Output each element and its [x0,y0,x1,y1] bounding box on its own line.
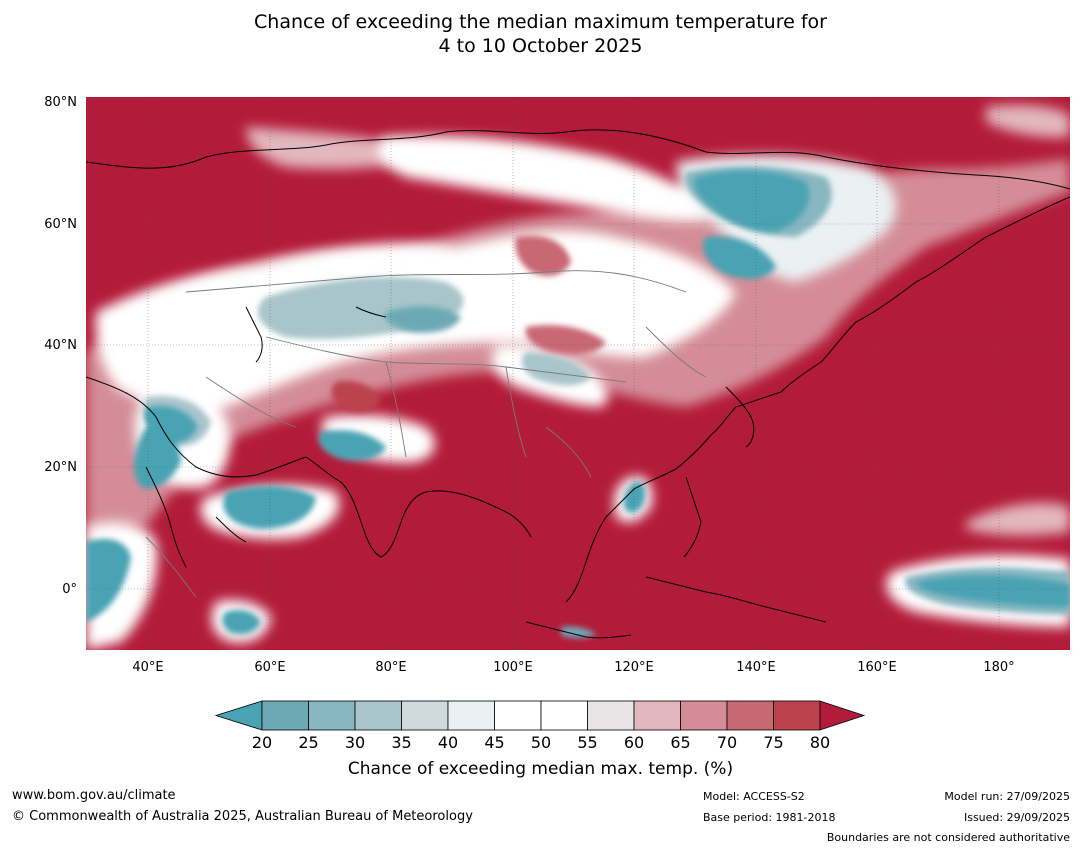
colorbar-segment [354,700,402,731]
colorbar-segment [308,700,356,731]
lon-label-120e: 120°E [614,660,654,675]
title-line-1: Chance of exceeding the median maximum t… [254,11,827,33]
colorbar-segment [401,700,449,731]
temperature-map [86,97,1070,650]
lon-label-180: 180° [983,660,1015,675]
lat-label-80n: 80°N [44,95,77,110]
lat-label-0: 0° [62,582,77,597]
lat-label-20n: 20°N [44,460,77,475]
footer-website-link[interactable]: www.bom.gov.au/climate [12,788,176,803]
colorbar-tick-label: 40 [437,733,459,752]
colorbar-tick-label: 50 [530,733,552,752]
colorbar-segment [261,700,309,731]
footer-model-run: Model run: 27/09/2025 [944,790,1070,803]
coastlines [86,129,1070,639]
lat-label-40n: 40°N [44,338,77,353]
colorbar-extend-low [214,700,263,731]
lon-label-160e: 160°E [857,660,897,675]
footer-disclaimer: Boundaries are not considered authoritat… [826,831,1070,844]
colorbar-segment [587,700,635,731]
colorbar-tick-label: 20 [251,733,273,752]
colorbar-tick-label: 65 [670,733,691,752]
colorbar-tick-label: 45 [484,733,505,752]
colorbar-extend-high [819,700,866,731]
colorbar-tick-label: 55 [577,733,598,752]
colorbar-label: Chance of exceeding median max. temp. (%… [347,759,734,779]
colorbar [214,700,866,731]
footer-model: Model: ACCESS-S2 [703,790,805,803]
chart-title: Chance of exceeding the median maximum t… [0,10,1081,58]
lon-label-60e: 60°E [254,660,286,675]
colorbar-tick-label: 35 [391,733,412,752]
map-svg [86,97,1070,650]
colorbar-segment [447,700,495,731]
colorbar-tick-label: 25 [298,733,319,752]
colorbar-tick-label: 75 [763,733,784,752]
colorbar-segment [633,700,681,731]
graticule [86,97,1070,650]
footer-copyright: © Commonwealth of Australia 2025, Austra… [12,809,473,824]
colorbar-segment [680,700,728,731]
colorbar-tick-label: 60 [623,733,645,752]
footer-issued: Issued: 29/09/2025 [963,811,1070,824]
below-median-teal-layer [86,170,1070,638]
colorbar-segment [726,700,774,731]
lon-label-100e: 100°E [493,660,533,675]
colorbar-segment [773,700,821,731]
lat-label-60n: 60°N [44,217,77,232]
colorbar-tick-label: 30 [344,733,366,752]
country-borders [145,270,707,598]
lon-label-80e: 80°E [375,660,407,675]
lon-label-40e: 40°E [132,660,164,675]
colorbar-segment [494,700,542,731]
colorbar-segments [214,700,866,731]
above-median-accent-layer [331,235,606,413]
colorbar-segment [540,700,588,731]
lon-label-140e: 140°E [736,660,776,675]
colorbar-tick-label: 80 [809,733,831,752]
title-line-2: 4 to 10 October 2025 [438,35,643,57]
colorbar-tick-label: 70 [716,733,738,752]
footer-base-period: Base period: 1981-2018 [703,811,836,824]
